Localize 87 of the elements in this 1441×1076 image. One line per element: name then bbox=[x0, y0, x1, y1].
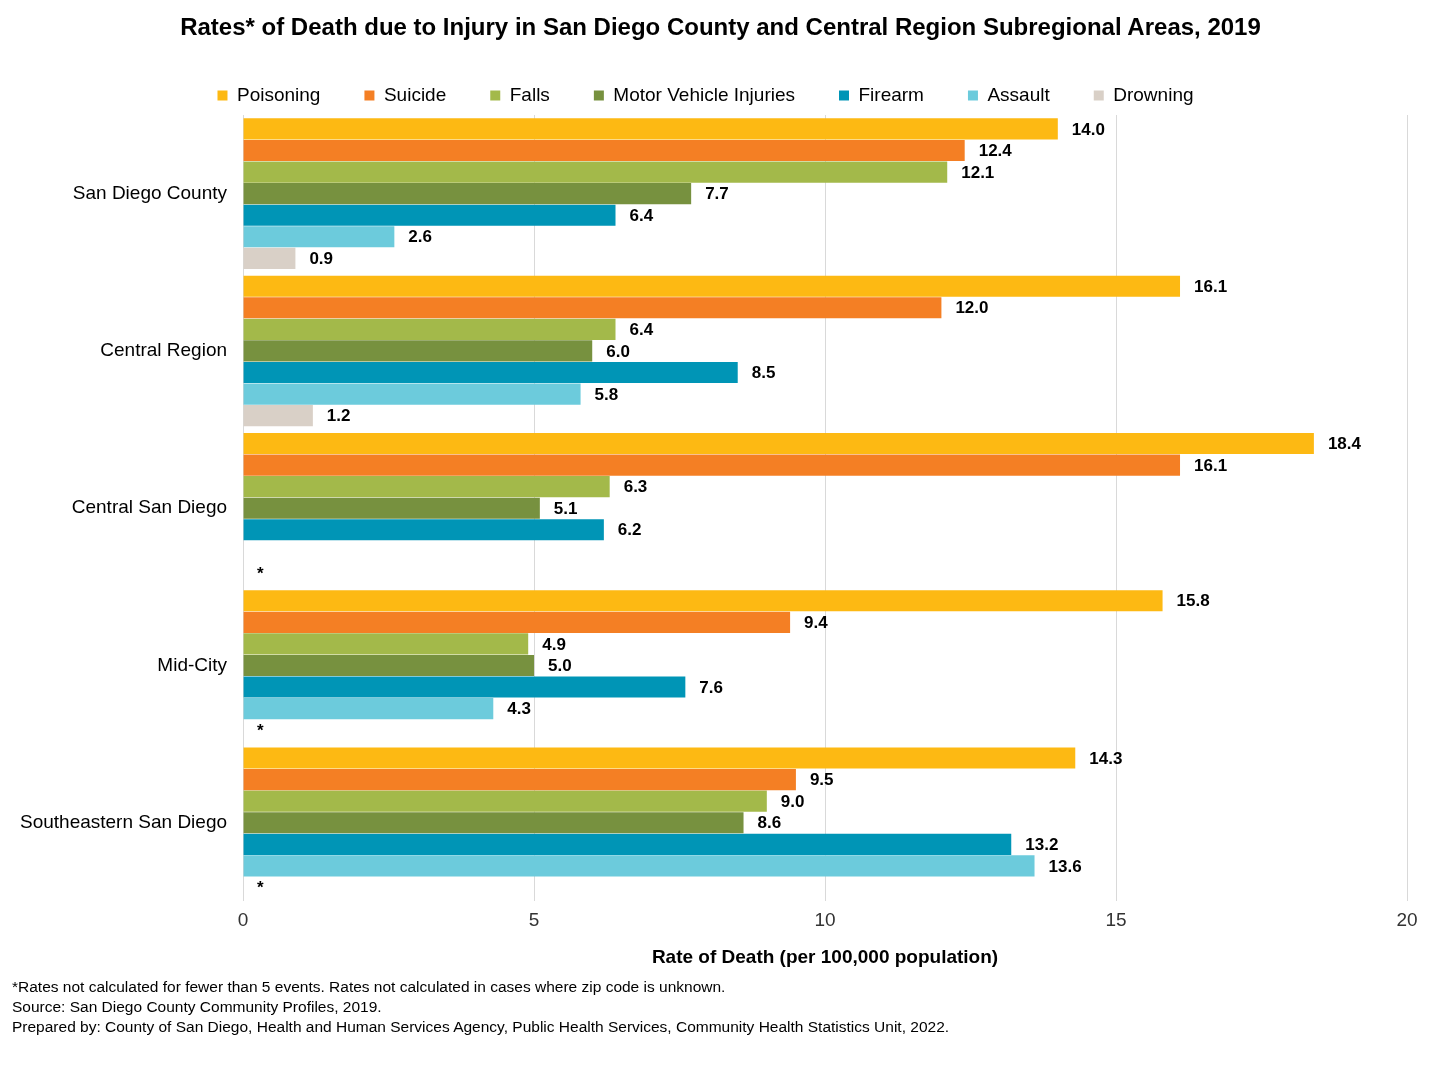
data-label: 2.6 bbox=[408, 227, 432, 247]
bar bbox=[243, 590, 1163, 612]
bar bbox=[243, 432, 1314, 455]
data-label: 12.1 bbox=[961, 162, 995, 182]
data-label: 5.0 bbox=[548, 656, 572, 676]
data-label: 12.4 bbox=[978, 141, 1013, 161]
bar bbox=[243, 275, 1181, 297]
data-label: 9.4 bbox=[804, 613, 829, 633]
bar bbox=[243, 790, 767, 812]
data-label: 6.2 bbox=[617, 520, 642, 540]
text: * bbox=[257, 720, 264, 740]
data-label: 6.4 bbox=[629, 205, 654, 225]
x-tick-label: 20 bbox=[1396, 909, 1418, 931]
data-label: 8.6 bbox=[757, 813, 782, 833]
bar bbox=[243, 654, 535, 677]
bar bbox=[243, 747, 1076, 769]
legend-label: Assault bbox=[987, 83, 1051, 105]
bar bbox=[243, 226, 395, 248]
bar bbox=[243, 519, 604, 541]
legend-label: Drowning bbox=[1113, 83, 1194, 105]
legend-label: Falls bbox=[509, 83, 550, 105]
y-tick-label: San Diego County bbox=[72, 181, 228, 203]
data-label: 6.0 bbox=[606, 341, 630, 361]
bar bbox=[243, 833, 1012, 855]
text: *Rates not calculated for fewer than 5 events. Rates not calculated in cases where zip code is unknown. bbox=[12, 977, 727, 997]
bar bbox=[243, 611, 791, 633]
bar bbox=[243, 297, 942, 319]
data-label: 1.2 bbox=[326, 406, 351, 426]
data-label: 18.4 bbox=[1327, 434, 1362, 454]
bar bbox=[243, 633, 529, 655]
bar bbox=[243, 340, 593, 362]
data-label: 14.3 bbox=[1089, 748, 1123, 768]
legend-label: Motor Vehicle Injuries bbox=[613, 83, 796, 105]
legend-label: Poisoning bbox=[236, 83, 321, 105]
data-label: 14.0 bbox=[1071, 119, 1105, 139]
data-label: 7.6 bbox=[699, 677, 723, 697]
bar bbox=[243, 183, 692, 205]
bar bbox=[243, 247, 296, 269]
data-label: 13.2 bbox=[1025, 835, 1059, 855]
data-label: 5.1 bbox=[553, 498, 578, 518]
bar bbox=[243, 361, 738, 384]
chart-title: Rates* of Death due to Injury in San Diego County and Central Region Subregional Areas, 2019 bbox=[179, 12, 1262, 42]
bar bbox=[243, 812, 744, 834]
bar bbox=[243, 139, 965, 162]
data-label: 4.3 bbox=[507, 699, 531, 719]
data-label: 7.7 bbox=[705, 184, 729, 204]
bar bbox=[243, 676, 686, 698]
bar bbox=[243, 118, 1058, 140]
legend-label: Suicide bbox=[383, 83, 447, 105]
source-note: Source: San Diego County Community Profiles, 2019. bbox=[12, 997, 383, 1017]
data-label: 8.5 bbox=[751, 363, 776, 383]
bar bbox=[243, 855, 1035, 877]
x-tick-label: 0 bbox=[237, 909, 249, 931]
data-label: 4.9 bbox=[542, 634, 566, 654]
x-tick-label: 10 bbox=[814, 909, 836, 931]
bar bbox=[243, 769, 796, 791]
data-label: 13.6 bbox=[1048, 856, 1082, 876]
text: Prepared by: County of San Diego, Health and Human Services Agency, Public Health Services, Community Health Statistics Unit, 2022. bbox=[12, 1017, 951, 1037]
data-label: 6.3 bbox=[623, 477, 648, 497]
text: * bbox=[257, 563, 264, 583]
text: * bbox=[257, 878, 264, 898]
bar bbox=[243, 383, 581, 405]
x-tick-label: 5 bbox=[528, 909, 540, 931]
bar bbox=[243, 454, 1181, 476]
legend-label: Firearm bbox=[858, 83, 924, 105]
data-label: 9.5 bbox=[809, 770, 834, 790]
data-label: 5.8 bbox=[594, 384, 619, 404]
bar bbox=[243, 698, 494, 720]
bar bbox=[243, 405, 313, 427]
data-label: 6.4 bbox=[629, 320, 654, 340]
data-label: 9.0 bbox=[780, 791, 805, 811]
y-tick-label: Central Region bbox=[100, 339, 228, 361]
data-label: 12.0 bbox=[955, 298, 989, 318]
data-label: 15.8 bbox=[1176, 591, 1210, 611]
y-tick-label: Mid-City bbox=[157, 653, 228, 675]
bar bbox=[243, 318, 616, 340]
data-label: 16.1 bbox=[1194, 455, 1228, 475]
bar bbox=[243, 497, 540, 519]
y-tick-label: Central San Diego bbox=[71, 496, 228, 518]
x-axis-title: Rate of Death (per 100,000 population) bbox=[651, 945, 999, 967]
bar bbox=[243, 204, 616, 226]
bar bbox=[243, 161, 948, 183]
data-label: 0.9 bbox=[309, 249, 334, 269]
bar bbox=[243, 476, 610, 498]
data-label: 16.1 bbox=[1194, 276, 1228, 296]
x-tick-label: 15 bbox=[1105, 909, 1127, 931]
y-tick-label: Southeastern San Diego bbox=[19, 810, 228, 832]
